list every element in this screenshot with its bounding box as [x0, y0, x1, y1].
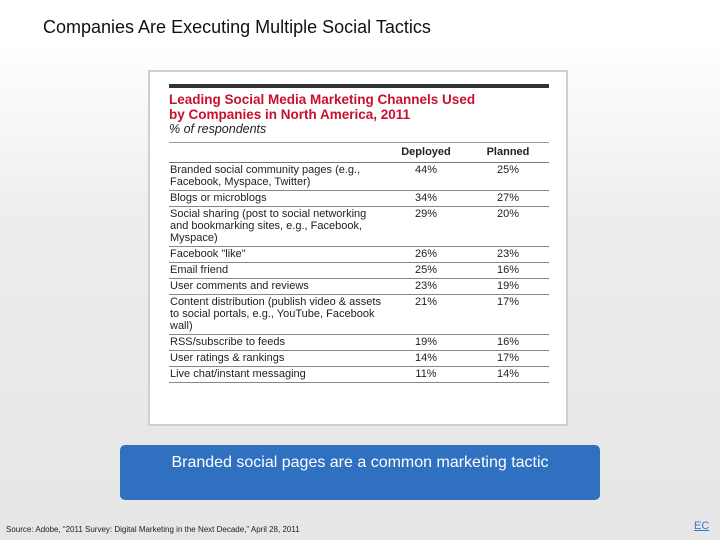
row-planned: 17% — [467, 294, 549, 335]
row-planned: 19% — [467, 278, 549, 295]
row-planned: 23% — [467, 246, 549, 263]
row-planned: 16% — [467, 262, 549, 279]
column-header-planned: Planned — [467, 142, 549, 163]
row-planned: 27% — [467, 190, 549, 207]
table-heading-line2: by Companies in North America, 2011 — [169, 107, 411, 122]
row-deployed: 25% — [385, 262, 467, 279]
row-planned: 17% — [467, 350, 549, 367]
row-label: RSS/subscribe to feeds — [169, 334, 385, 351]
table-top-rule — [169, 84, 549, 88]
table-row: Social sharing (post to social networkin… — [169, 206, 549, 247]
table-row: Content distribution (publish video & as… — [169, 294, 549, 335]
row-planned: 16% — [467, 334, 549, 351]
row-deployed: 11% — [385, 366, 467, 383]
data-table: Deployed Planned Branded social communit… — [169, 142, 549, 383]
row-planned: 25% — [467, 162, 549, 191]
table-row: RSS/subscribe to feeds 19% 16% — [169, 334, 549, 351]
table-image-frame: Leading Social Media Marketing Channels … — [148, 70, 568, 426]
row-planned: 20% — [467, 206, 549, 247]
table-row: Live chat/instant messaging 11% 14% — [169, 366, 549, 383]
source-citation: Source: Adobe, “2011 Survey: Digital Mar… — [6, 525, 300, 534]
table-header-row: Deployed Planned — [169, 142, 549, 163]
row-label: Social sharing (post to social networkin… — [169, 206, 385, 247]
table-row: Facebook "like" 26% 23% — [169, 246, 549, 263]
page-number-link[interactable]: EC — [694, 520, 710, 532]
column-header-deployed: Deployed — [385, 142, 467, 163]
column-header-label — [169, 142, 385, 163]
row-label: User ratings & rankings — [169, 350, 385, 367]
row-label: Branded social community pages (e.g., Fa… — [169, 162, 385, 191]
table-subheading: % of respondents — [169, 122, 267, 136]
row-deployed: 44% — [385, 162, 467, 191]
row-planned: 14% — [467, 366, 549, 383]
row-deployed: 14% — [385, 350, 467, 367]
table-row: User ratings & rankings 14% 17% — [169, 350, 549, 367]
row-label: User comments and reviews — [169, 278, 385, 295]
table-row: User comments and reviews 23% 19% — [169, 278, 549, 295]
table-row: Branded social community pages (e.g., Fa… — [169, 162, 549, 191]
row-deployed: 29% — [385, 206, 467, 247]
table-row: Email friend 25% 16% — [169, 262, 549, 279]
slide-title: Companies Are Executing Multiple Social … — [43, 17, 431, 37]
row-deployed: 21% — [385, 294, 467, 335]
table-panel: Leading Social Media Marketing Channels … — [169, 84, 549, 383]
row-deployed: 34% — [385, 190, 467, 207]
row-deployed: 19% — [385, 334, 467, 351]
callout-box: Branded social pages are a common market… — [120, 445, 600, 500]
callout-text: Branded social pages are a common market… — [171, 454, 549, 471]
row-label: Facebook "like" — [169, 246, 385, 263]
row-label: Blogs or microblogs — [169, 190, 385, 207]
row-label: Content distribution (publish video & as… — [169, 294, 385, 335]
table-heading-line1: Leading Social Media Marketing Channels … — [169, 92, 476, 107]
row-deployed: 26% — [385, 246, 467, 263]
table-heading: Leading Social Media Marketing Channels … — [169, 92, 549, 122]
row-deployed: 23% — [385, 278, 467, 295]
table-row: Blogs or microblogs 34% 27% — [169, 190, 549, 207]
row-label: Email friend — [169, 262, 385, 279]
row-label: Live chat/instant messaging — [169, 366, 385, 383]
